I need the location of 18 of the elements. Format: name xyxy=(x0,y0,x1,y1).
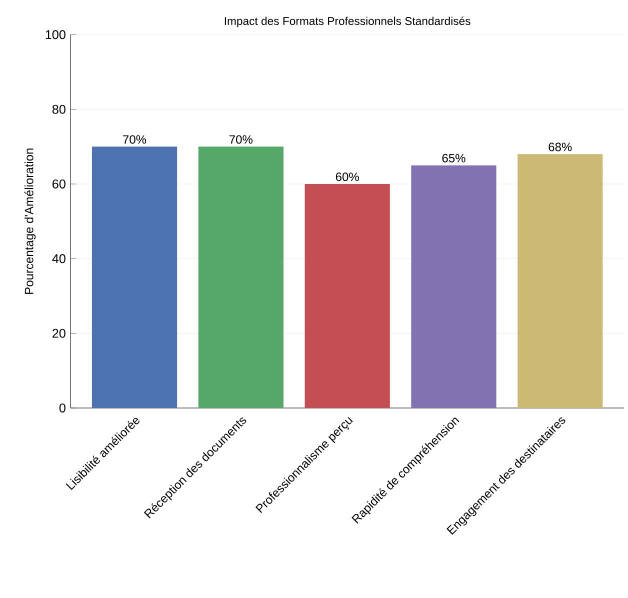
data-label: 60% xyxy=(336,172,359,182)
bar xyxy=(304,184,390,408)
bar xyxy=(411,165,496,408)
y-tick-label: 100 xyxy=(46,30,66,40)
y-axis-title: Pourcentage d'Amélioration xyxy=(24,148,36,294)
y-tick-label: 60 xyxy=(52,180,66,188)
bar xyxy=(518,154,603,408)
y-tick-label: 0 xyxy=(59,404,66,412)
data-label: 70% xyxy=(230,135,253,144)
chart-title: Impact des Formats Professionnels Standardisés xyxy=(224,16,470,28)
y-tick-label: 80 xyxy=(52,104,66,114)
data-label: 68% xyxy=(548,142,572,152)
bar xyxy=(198,146,284,408)
bar xyxy=(92,146,178,408)
y-tick-label: 20 xyxy=(52,328,66,338)
data-label: 70% xyxy=(123,135,146,144)
data-label: 65% xyxy=(442,154,466,162)
y-tick-label: 40 xyxy=(52,254,66,264)
